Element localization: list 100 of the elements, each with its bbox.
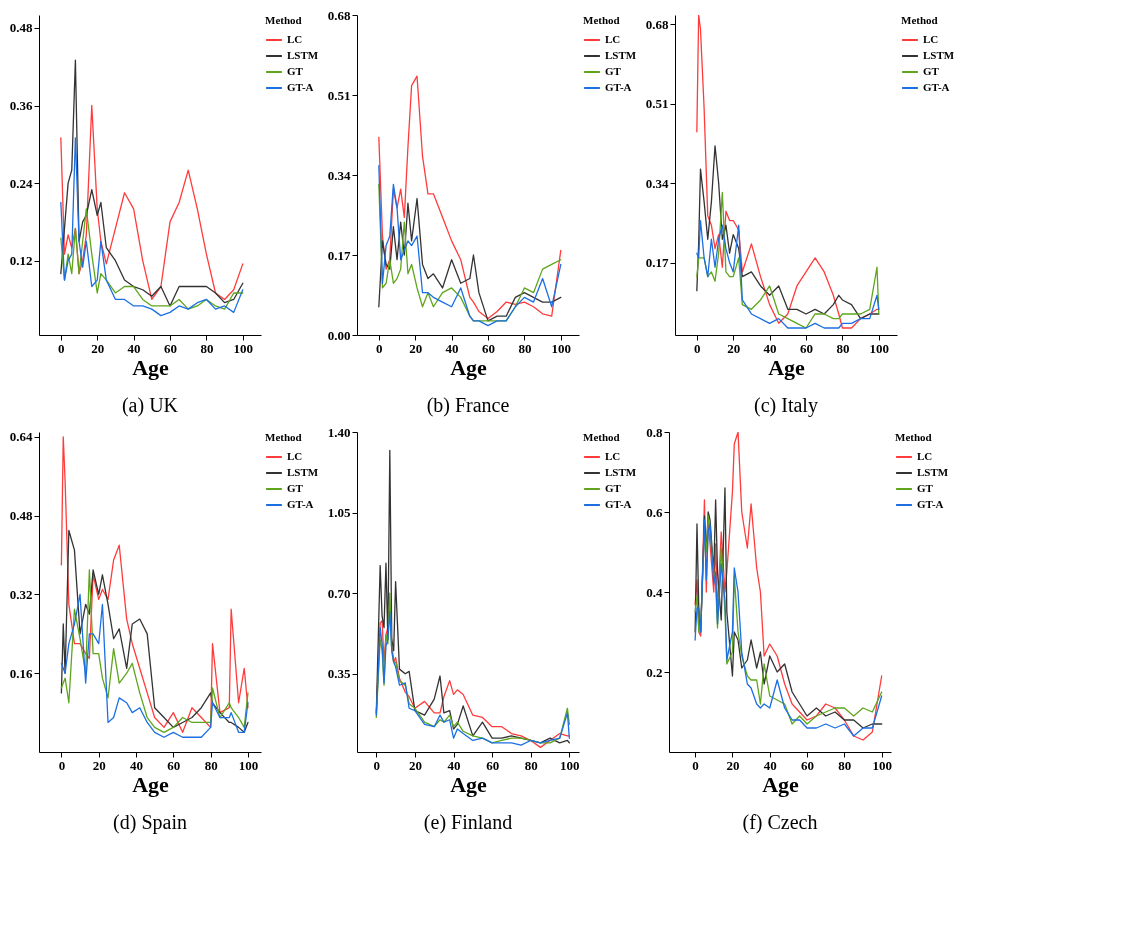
line-series [60,104,244,301]
legend-label: GT [605,65,622,77]
legend-label: GT-A [923,81,950,93]
y-tick-label: 0.48 [9,20,33,36]
line-series [60,208,244,310]
legend-label: LC [287,450,303,462]
text: (d) Spain [113,811,187,834]
x-tick-label: 40 [447,757,461,773]
x-tick-label: 0 [692,757,699,773]
line-series [696,191,880,329]
legend-label: GT-A [287,81,314,93]
legend-label: LSTM [605,49,637,61]
x-tick-label: 20 [408,757,422,773]
x-tick-label: 0 [58,340,65,356]
x-tick-label: 40 [445,340,459,356]
y-tick-label: 0.68 [327,7,351,23]
x-tick-label: 40 [130,757,144,773]
x-tick-label: 20 [726,757,740,773]
legend-label: GT-A [605,81,632,93]
legend-title: Method [265,14,302,26]
line-series [60,529,249,733]
legend-label: LC [917,450,933,462]
x-tick-label: 80 [204,757,218,773]
line-series [60,137,244,317]
line-series [60,436,249,733]
legend-title: Method [901,14,938,26]
y-tick-label: 0.8 [646,424,663,440]
x-tick-label: 80 [200,340,214,356]
x-tick-label: 0 [376,340,383,356]
y-tick-label: 0.34 [645,175,669,191]
line-series [696,219,880,329]
x-axis-title: Age [768,354,806,380]
legend-label: GT [287,65,304,77]
x-tick-label: 100 [869,340,890,356]
legend-label: LC [605,450,621,462]
x-tick-label: 80 [836,340,850,356]
legend-label: GT-A [605,498,632,510]
legend-label: GT [605,482,622,494]
x-tick-label: 100 [872,757,892,773]
y-tick-label: 1.40 [327,424,351,440]
x-axis-title: Age [450,354,488,380]
y-tick-label: 0.00 [327,327,351,343]
legend-label: LSTM [287,466,319,478]
y-tick-label: 0.17 [645,255,669,271]
line-series [375,449,570,744]
x-tick-label: 0 [58,757,66,773]
x-tick-label: 60 [164,340,178,356]
x-tick-label: 20 [92,757,106,773]
legend-label: GT [287,482,304,494]
legend-title: Method [895,431,932,443]
text: (b) France [426,394,510,417]
line-series [378,75,562,320]
x-tick-label: 100 [233,340,254,356]
legend-label: GT [917,482,934,494]
legend-label: LC [605,33,621,45]
x-tick-label: 60 [486,757,500,773]
legend-label: LC [923,33,939,45]
x-tick-label: 60 [482,340,496,356]
legend-title: Method [583,14,620,26]
line-series [60,59,244,307]
line-series [696,145,880,320]
text: (f) Czech [742,811,818,834]
x-tick-label: 100 [560,757,580,773]
legend-label: LSTM [923,49,955,61]
x-tick-label: 60 [801,757,815,773]
legend-label: GT-A [287,498,314,510]
legend-label: LSTM [605,466,637,478]
x-axis-title: Age [450,771,488,797]
y-tick-label: 0.32 [9,586,33,602]
y-tick-label: 0.16 [9,665,33,681]
legend-label: GT-A [917,498,944,510]
x-axis-title: Age [762,771,800,797]
legend-label: LSTM [287,49,319,61]
legend-label: GT [923,65,940,77]
y-tick-label: 0.6 [646,504,663,520]
x-tick-label: 40 [763,757,777,773]
x-tick-label: 60 [167,757,181,773]
y-tick-label: 0.35 [327,666,351,682]
text: (e) Finland [423,811,513,834]
y-tick-label: 0.70 [327,585,351,601]
x-axis-title: Age [132,354,170,380]
y-tick-label: 0.4 [646,584,663,600]
legend-title: Method [583,431,620,443]
x-tick-label: 40 [763,340,777,356]
x-tick-label: 20 [91,340,105,356]
x-tick-label: 100 [551,340,572,356]
line-series [696,15,880,329]
x-tick-label: 0 [694,340,701,356]
y-tick-label: 0.24 [9,175,33,191]
legend-title: Method [265,431,302,443]
text: (a) UK [121,394,179,417]
y-tick-label: 0.36 [9,98,33,114]
y-tick-label: 0.51 [327,87,351,103]
x-tick-label: 100 [238,757,259,773]
y-tick-label: 0.48 [9,508,33,524]
x-tick-label: 80 [518,340,532,356]
y-tick-label: 0.17 [327,247,351,263]
x-tick-label: 80 [838,757,852,773]
line-series [60,569,249,733]
y-tick-label: 0.68 [645,16,669,32]
